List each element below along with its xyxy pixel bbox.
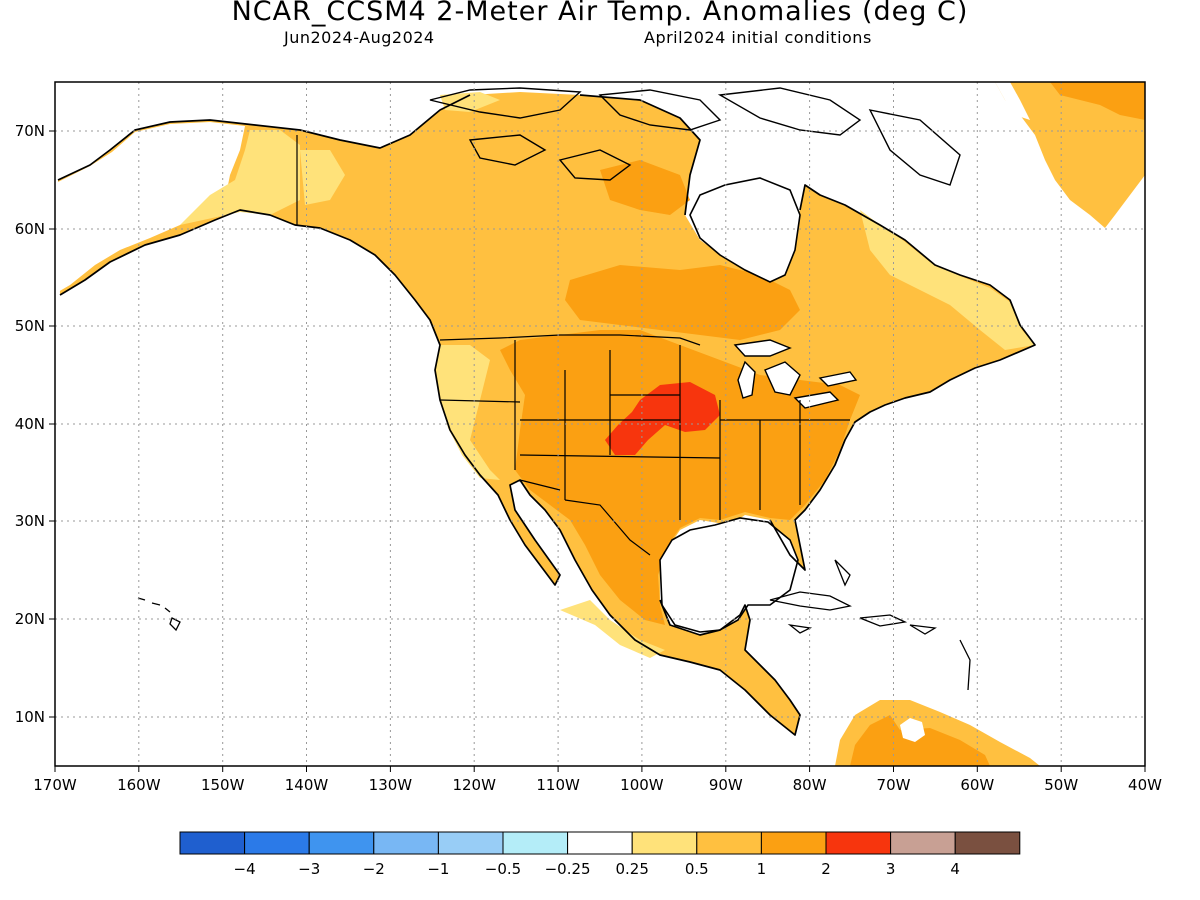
lon-label: 110W [536, 776, 580, 794]
lat-label: 70N [15, 122, 45, 140]
lat-label: 20N [15, 610, 45, 628]
colorbar-swatch [244, 831, 310, 855]
forecast-period: Jun2024-Aug2024 [284, 28, 435, 47]
colorbar-swatch [308, 831, 375, 855]
map-area [55, 82, 1145, 766]
colorbar-swatch [502, 831, 569, 855]
greenland-orange [1050, 82, 1145, 120]
hudson-bay [689, 177, 801, 283]
greenland-white [995, 82, 1030, 120]
colorbar-label: 0.5 [685, 860, 709, 878]
initial-conditions: April2024 initial conditions [644, 28, 872, 47]
longitude-axis [54, 766, 1146, 772]
colorbar-label: −3 [298, 860, 320, 878]
colorbar-label: −1 [427, 860, 449, 878]
anomaly-yellow-areas [180, 92, 1035, 658]
colorbar [179, 831, 1021, 855]
south-america-orange [850, 715, 990, 766]
colorbar-swatch [696, 831, 762, 855]
lon-label: 160W [117, 776, 161, 794]
colorbar-label: 3 [886, 860, 896, 878]
lon-label: 130W [369, 776, 413, 794]
alaska-neutral-region [58, 122, 245, 292]
colorbar-label: −0.25 [545, 860, 591, 878]
lon-label: 150W [201, 776, 245, 794]
anomaly-red-hotspot [605, 382, 720, 455]
arctic-islands [429, 87, 961, 186]
political-boundaries [296, 135, 850, 556]
lat-label: 30N [15, 512, 45, 530]
lon-label: 80W [793, 776, 827, 794]
grid-lines [55, 82, 1145, 766]
colorbar-label: 4 [950, 860, 960, 878]
lon-label: 170W [33, 776, 77, 794]
colorbar-swatch [890, 831, 956, 855]
colorbar-swatch [373, 831, 439, 855]
caribbean-islands [769, 559, 971, 691]
lon-label: 90W [709, 776, 743, 794]
lat-label: 40N [15, 415, 45, 433]
colorbar-labels: −4 −3 −2 −1 −0.5 −0.25 0.25 0.5 1 2 3 4 [234, 860, 960, 878]
latitude-axis [49, 130, 55, 718]
colorbar-label: −2 [363, 860, 385, 878]
colorbar-swatch [437, 831, 504, 855]
lat-label: 10N [15, 708, 45, 726]
anomaly-orange-canada [565, 265, 800, 340]
colorbar-swatch [567, 831, 633, 855]
lon-label: 120W [452, 776, 496, 794]
colorbar-label: 0.25 [615, 860, 648, 878]
colorbar-swatch [179, 831, 246, 855]
colorbar-swatch [954, 831, 1021, 855]
longitude-labels: 170W 160W 150W 140W 130W 120W 110W 100W … [33, 776, 1162, 794]
colorbar-label: −0.5 [485, 860, 521, 878]
south-america-white-spot [900, 718, 925, 742]
colorbar-label: 1 [757, 860, 767, 878]
lat-label: 50N [15, 317, 45, 335]
colorbar-label: −4 [234, 860, 256, 878]
chart-title: NCAR_CCSM4 2-Meter Air Temp. Anomalies (… [231, 0, 969, 27]
greenland-land [995, 82, 1145, 228]
lon-label: 100W [620, 776, 664, 794]
colorbar-swatch [631, 831, 698, 855]
lon-label: 60W [960, 776, 994, 794]
great-lakes [733, 339, 858, 409]
colorbar-swatch [760, 831, 827, 855]
anomaly-orange-north [600, 160, 690, 215]
lat-label: 60N [15, 220, 45, 238]
lon-label: 70W [877, 776, 911, 794]
gulf-of-mexico [659, 517, 799, 633]
latitude-labels: 70N 60N 50N 40N 30N 20N 10N [15, 122, 45, 726]
lon-label: 50W [1044, 776, 1078, 794]
colorbar-label: 2 [821, 860, 831, 878]
lon-label: 40W [1128, 776, 1162, 794]
hawaii-islands [137, 597, 181, 632]
coastline-north-america [57, 94, 1036, 736]
colorbar-swatch [825, 831, 892, 855]
lon-label: 140W [285, 776, 329, 794]
